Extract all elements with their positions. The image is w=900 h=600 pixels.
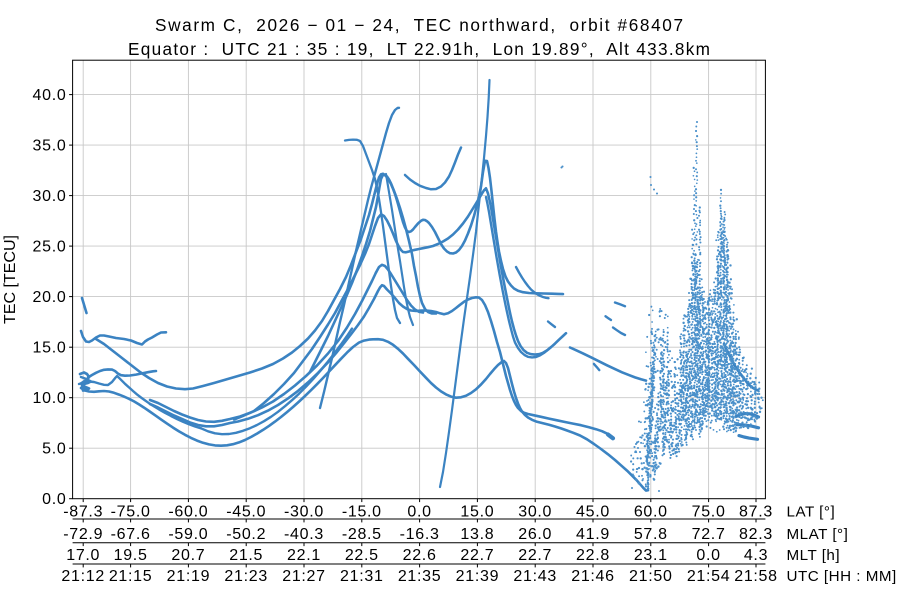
svg-text:-50.2: -50.2 — [226, 526, 266, 543]
svg-text:0.0: 0.0 — [42, 491, 66, 508]
svg-text:TEC [TECU]: TEC [TECU] — [2, 235, 19, 324]
svg-text:0.0: 0.0 — [407, 503, 431, 520]
svg-text:-75.0: -75.0 — [111, 503, 151, 520]
svg-text:21:43: 21:43 — [513, 568, 557, 585]
svg-text:MLT [h]: MLT [h] — [787, 547, 841, 564]
svg-text:4.3: 4.3 — [744, 547, 768, 564]
svg-text:Equator : UTC 21 : 35 : 19,: Equator : UTC 21 : 35 : 19, LT 22.91h, L… — [128, 39, 710, 59]
svg-text:21:15: 21:15 — [109, 568, 153, 585]
svg-text:10.0: 10.0 — [33, 390, 67, 407]
svg-text:21:39: 21:39 — [456, 568, 500, 585]
svg-text:0.0: 0.0 — [696, 547, 720, 564]
svg-text:30.0: 30.0 — [518, 503, 552, 520]
svg-text:40.0: 40.0 — [33, 87, 67, 104]
svg-text:22.1: 22.1 — [287, 547, 321, 564]
svg-text:19.5: 19.5 — [114, 547, 148, 564]
svg-text:21:46: 21:46 — [571, 568, 615, 585]
svg-text:45.0: 45.0 — [576, 503, 610, 520]
svg-text:-40.3: -40.3 — [284, 526, 324, 543]
svg-text:-60.0: -60.0 — [168, 503, 208, 520]
svg-text:-16.3: -16.3 — [400, 526, 440, 543]
svg-text:-67.6: -67.6 — [111, 526, 151, 543]
svg-text:13.8: 13.8 — [460, 526, 494, 543]
svg-text:87.3: 87.3 — [739, 503, 773, 520]
svg-text:35.0: 35.0 — [33, 138, 67, 155]
svg-text:21:31: 21:31 — [340, 568, 384, 585]
svg-text:-15.0: -15.0 — [342, 503, 382, 520]
svg-text:15.0: 15.0 — [460, 503, 494, 520]
svg-text:20.7: 20.7 — [171, 547, 205, 564]
svg-text:15.0: 15.0 — [33, 340, 67, 357]
svg-text:-59.0: -59.0 — [168, 526, 208, 543]
svg-text:72.7: 72.7 — [692, 526, 726, 543]
svg-text:82.3: 82.3 — [739, 526, 773, 543]
svg-text:-28.5: -28.5 — [342, 526, 382, 543]
svg-text:21.5: 21.5 — [229, 547, 263, 564]
svg-text:21:58: 21:58 — [734, 568, 778, 585]
svg-text:22.5: 22.5 — [345, 547, 379, 564]
svg-text:21:54: 21:54 — [687, 568, 731, 585]
svg-text:60.0: 60.0 — [634, 503, 668, 520]
svg-text:22.7: 22.7 — [518, 547, 552, 564]
svg-text:MLAT [°]: MLAT [°] — [787, 526, 849, 543]
svg-text:-87.3: -87.3 — [63, 503, 103, 520]
svg-text:LAT [°]: LAT [°] — [787, 503, 836, 520]
svg-text:UTC [HH : MM]: UTC [HH : MM] — [787, 568, 897, 585]
svg-text:21:12: 21:12 — [61, 568, 105, 585]
svg-text:-45.0: -45.0 — [226, 503, 266, 520]
svg-text:22.8: 22.8 — [576, 547, 610, 564]
svg-text:23.1: 23.1 — [634, 547, 668, 564]
svg-text:5.0: 5.0 — [42, 441, 66, 458]
svg-text:-30.0: -30.0 — [284, 503, 324, 520]
svg-text:75.0: 75.0 — [692, 503, 726, 520]
svg-text:25.0: 25.0 — [33, 239, 67, 256]
svg-text:57.8: 57.8 — [634, 526, 668, 543]
svg-text:22.7: 22.7 — [460, 547, 494, 564]
svg-text:-72.9: -72.9 — [63, 526, 103, 543]
svg-text:22.6: 22.6 — [403, 547, 437, 564]
svg-text:21:35: 21:35 — [398, 568, 442, 585]
svg-text:20.0: 20.0 — [33, 289, 67, 306]
svg-text:41.9: 41.9 — [576, 526, 610, 543]
svg-text:26.0: 26.0 — [518, 526, 552, 543]
svg-text:21:27: 21:27 — [282, 568, 326, 585]
svg-text:30.0: 30.0 — [33, 188, 67, 205]
svg-text:Swarm C, 2026 − 01 − 24, TEC: Swarm C, 2026 − 01 − 24, TEC northward, … — [155, 15, 683, 35]
svg-text:17.0: 17.0 — [66, 547, 100, 564]
svg-text:21:50: 21:50 — [629, 568, 673, 585]
svg-text:21:23: 21:23 — [224, 568, 268, 585]
svg-text:21:19: 21:19 — [167, 568, 211, 585]
